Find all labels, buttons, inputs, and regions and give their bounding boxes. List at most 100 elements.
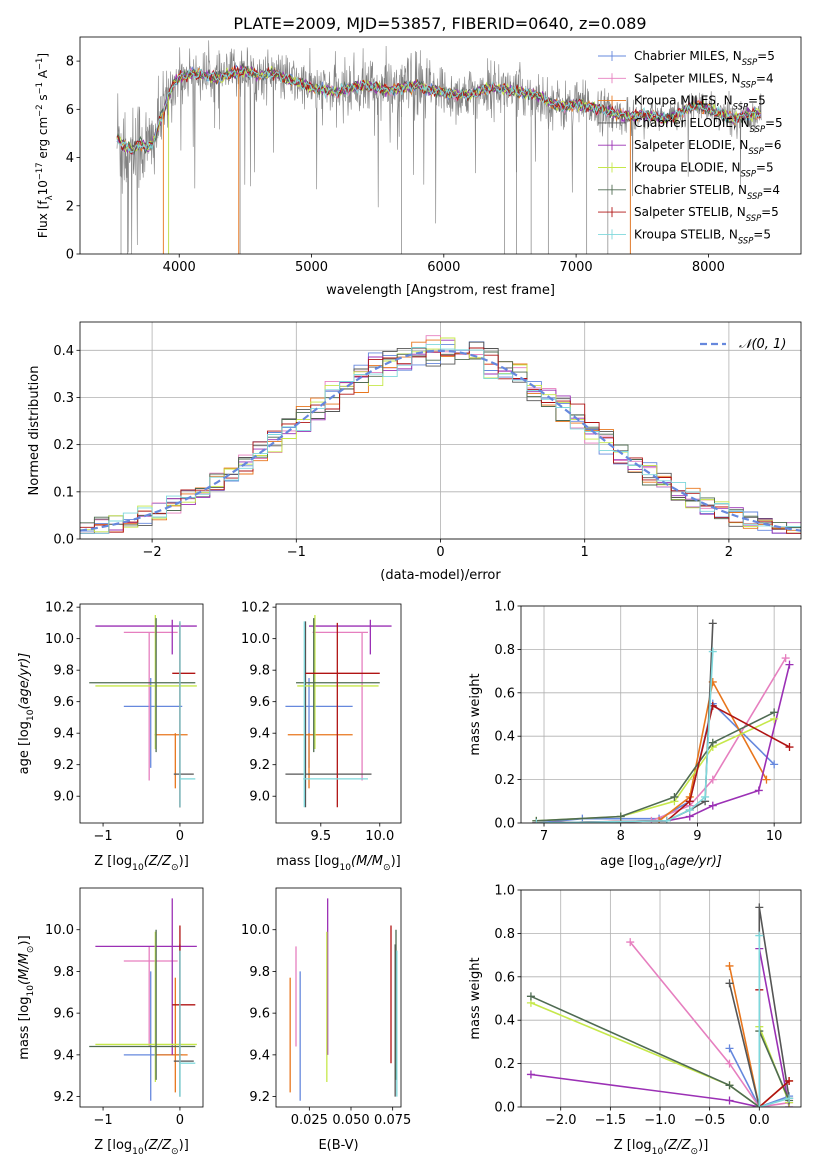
y-axis-label-part: −2 [34, 104, 44, 116]
y-tick-label: 0.4 [494, 730, 515, 745]
weight-marker-chabrier-elodie [755, 903, 764, 912]
y-tick-label: 10.0 [241, 632, 270, 647]
weight-marker-salpeter-miles [626, 938, 635, 947]
weight-marker-kroupa-stelib [685, 805, 694, 814]
y-tick-label: 10.0 [241, 923, 270, 938]
x-axis-label-part: ⊙ [383, 863, 391, 873]
weight-marker-salpeter-stelib [685, 797, 694, 806]
legend-entry-salpeter-stelib-part: SSP [746, 213, 762, 223]
legend-entry-salpeter-stelib-part: Salpeter STELIB, N [634, 205, 746, 219]
weight-line-chabrier-miles [536, 702, 775, 823]
y-tick-label: 9.4 [53, 727, 74, 742]
legend-entry-chabrier-miles-part: =5 [757, 49, 775, 63]
axes-frame: −1 09.09.29.49.69.810.010.2Z [log10(Z/Z⊙)… [17, 601, 204, 873]
x-tick-label: 0 [176, 1113, 184, 1128]
weight-line-kroupa-elodie [530, 1002, 790, 1107]
weight-marker-kroupa-stelib [532, 819, 541, 823]
x-tick-label: −1 [93, 1113, 112, 1128]
figure-title: PLATE=2009, MJD=53857, FIBERID=0640, z=0… [233, 14, 646, 33]
weight-marker-kroupa-miles [725, 961, 734, 970]
x-tick-label: 8000 [692, 260, 725, 275]
y-tick-label: 9.2 [249, 758, 270, 773]
y-axis-label-part: λ [44, 195, 54, 200]
legend-entry-kroupa-elodie-part: Kroupa ELODIE, N [634, 161, 741, 175]
axes-border [275, 603, 402, 824]
x-axis-label-part: 10 [652, 1147, 664, 1157]
axes-frame: −1 09.29.49.69.810.0Z [log10(Z/Z⊙)]mass [… [17, 887, 204, 1157]
axes-frame: 7 8 9 10 0.0 0.2 0.4 0.6 0.8 1.0 mass weight age [l… [468, 600, 802, 873]
axes-border [79, 603, 204, 824]
x-tick-label: −1.5 [595, 1113, 627, 1128]
y-tick-label: 0.6 [494, 686, 515, 701]
ebv-vs-mass-panel: 0.025 0.050 0.075 9.2 9.4 9.6 9.8 10.0 E(B-V) [241, 887, 411, 1153]
x-axis-label-part: 10 [653, 863, 665, 873]
weight-line-salpeter-elodie [536, 664, 791, 823]
weight-marker-salpeter-stelib [785, 743, 794, 752]
weight-marker-chabrier-miles [770, 760, 779, 769]
y-tick-label: 9.2 [249, 1090, 270, 1105]
x-axis-label-part: )] [391, 854, 401, 869]
x-tick-label: −1 [93, 829, 112, 844]
x-tick-label: 6000 [427, 260, 460, 275]
weight-line-chabrier-stelib [530, 995, 790, 1107]
z-vs-weight-panel: −2.0 −1.5 −1.0 −0.5 0.0 0.0 0.2 0.4 0.6 0.8 1.0 mas… [468, 884, 802, 1157]
legend-entry-salpeter-elodie-part: SSP [748, 146, 764, 156]
y-tick-label: 0.8 [494, 927, 515, 942]
axes-border [79, 36, 802, 255]
legend-entry-chabrier-elodie-part: =5 [765, 116, 783, 130]
y-axis-label-part: (M/M [17, 953, 32, 985]
legend-entry-kroupa-elodie: Kroupa ELODIE, NSSP=5 [634, 161, 774, 179]
weight-line-kroupa-miles [536, 679, 768, 823]
weight-marker-chabrier-stelib [670, 792, 679, 801]
x-axis-label-part: 10 [132, 1147, 144, 1157]
y-axis-label-part: )] [17, 935, 32, 945]
x-tick-label: 7 [540, 829, 548, 844]
z-vs-mass-panel: −1 09.29.49.69.810.0Z [log10(Z/Z⊙)]mass [… [17, 887, 204, 1157]
x-axis-label-part: mass [log [276, 854, 339, 869]
y-axis-label-part: A [36, 69, 50, 82]
x-axis-label-part: ⊙ [171, 1147, 179, 1157]
y-tick-label: 9.4 [249, 1048, 270, 1063]
weight-marker-kroupa-stelib [755, 931, 764, 940]
axes-border [520, 605, 802, 824]
y-axis-label-part: −1 [34, 82, 44, 94]
weight-marker-salpeter-elodie [708, 801, 717, 810]
z-vs-age-panel: −1 09.09.29.49.69.810.010.2Z [log10(Z/Z⊙)… [17, 601, 204, 873]
y-axis-label: mass weight [468, 673, 483, 755]
x-axis-label-part: 10 [339, 863, 351, 873]
legend-entry-kroupa-miles-part: Kroupa MILES, N [634, 94, 733, 108]
x-axis-label-part: )] [179, 1138, 189, 1153]
y-axis-label: Flux [fλ10−17 erg cm−2 s−1 A−1] [34, 53, 54, 238]
weight-marker-chabrier-stelib [708, 738, 717, 747]
weight-marker-chabrier-stelib [725, 1081, 734, 1090]
plot-area [532, 619, 794, 823]
x-axis-label: Z [log10(Z/Z⊙)] [614, 1138, 709, 1157]
x-tick-label: 7000 [560, 260, 593, 275]
y-axis-label-part: s [36, 94, 50, 104]
legend-entry-salpeter-stelib-part: =5 [761, 205, 779, 219]
weight-line-chabrier-miles [728, 1048, 790, 1107]
model-line-chabrier-elodie [116, 63, 761, 154]
y-axis-label-part: 10 [36, 180, 50, 195]
plot-area [285, 615, 392, 808]
y-tick-label: 9.8 [53, 965, 74, 980]
weight-line-kroupa-elodie [536, 718, 775, 822]
weight-marker-chabrier-miles [725, 1044, 734, 1053]
x-axis-label-part: )] [179, 854, 189, 869]
y-axis-label-part: (age/yr)] [17, 653, 32, 710]
axes-frame: 0.025 0.050 0.075 9.2 9.4 9.6 9.8 10.0 E(B-V) [241, 887, 411, 1153]
axes-border [275, 887, 402, 1108]
y-tick-label: 0.4 [494, 1014, 515, 1029]
y-tick-label: 0 [66, 248, 74, 263]
weight-marker-chabrier-stelib [770, 708, 779, 717]
plot-area [289, 898, 398, 1101]
axes-frame: −2 −1 0 1 2 0.0 0.1 0.2 0.3 0.4 𝒩(0, 1) (data-model… [27, 321, 802, 583]
y-tick-label: 0.8 [494, 643, 515, 658]
legend-entry-salpeter-miles-part: SSP [741, 79, 757, 89]
weight-marker-salpeter-elodie [785, 660, 794, 669]
x-axis-label-part: )] [698, 1138, 708, 1153]
y-axis-label-part: −17 [34, 162, 44, 180]
weight-line-salpeter-elodie [530, 948, 790, 1107]
legend-entry-chabrier-stelib-part: SSP [747, 191, 763, 201]
weight-marker-salpeter-elodie [526, 1070, 535, 1079]
